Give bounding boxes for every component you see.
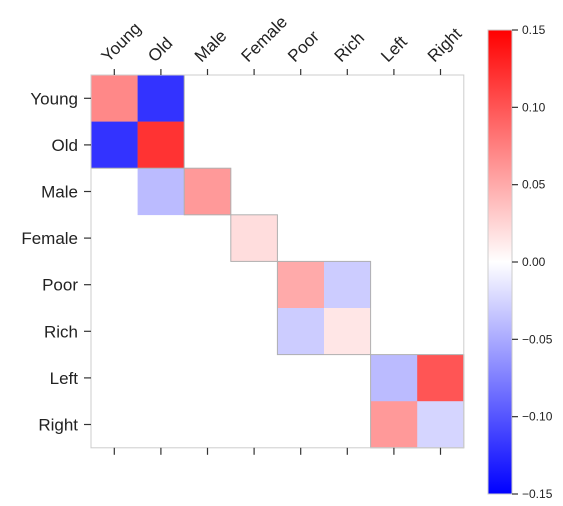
heatmap-cell bbox=[324, 308, 371, 355]
heatmap-cell bbox=[137, 168, 185, 216]
heatmap-cell bbox=[417, 354, 465, 402]
y-tick-label: Right bbox=[38, 416, 78, 435]
colorbar-tick-label: 0.15 bbox=[522, 23, 546, 37]
colorbar-tick-label: −0.10 bbox=[522, 410, 553, 424]
x-tick-label: Old bbox=[144, 34, 176, 66]
heatmap-cell bbox=[370, 401, 418, 449]
x-tick-label: Female bbox=[237, 12, 291, 66]
heatmap-cell bbox=[91, 75, 138, 122]
colorbar-tick-label: 0.05 bbox=[522, 178, 546, 192]
heatmap-cell bbox=[324, 261, 371, 309]
heatmap-cell bbox=[230, 214, 278, 262]
block-outline bbox=[276, 260, 372, 356]
y-tick-label: Poor bbox=[42, 276, 78, 295]
heatmap-cell bbox=[277, 261, 325, 309]
heatmap-cell bbox=[184, 168, 232, 216]
colorbar-tick-label: 0.00 bbox=[522, 255, 546, 269]
colorbar-tick-label: −0.15 bbox=[522, 487, 553, 501]
y-tick-label: Male bbox=[41, 183, 78, 202]
heatmap-frame bbox=[90, 74, 465, 449]
x-tick-label: Young bbox=[98, 19, 145, 66]
heatmap-cell bbox=[137, 121, 185, 169]
colorbar bbox=[487, 29, 513, 495]
colorbar-axis: 0.15 0.10 0.05 0.00 −0.05 −0.10 −0.15 bbox=[512, 23, 553, 501]
block-outline bbox=[183, 167, 232, 216]
heatmap-cell bbox=[370, 354, 418, 402]
heatmap-cells bbox=[91, 75, 465, 449]
y-tick-label: Female bbox=[21, 229, 78, 248]
heatmap-cell bbox=[137, 75, 185, 122]
y-tick-label: Young bbox=[30, 89, 78, 108]
heatmap-cell bbox=[277, 308, 325, 355]
x-tick-label: Rich bbox=[331, 28, 368, 65]
y-axis: Young Old Male Female Poor Rich Left Right bbox=[21, 89, 91, 435]
colorbar-tick-label: −0.05 bbox=[522, 332, 553, 346]
x-tick-label: Poor bbox=[284, 27, 323, 66]
heatmap-cell bbox=[91, 121, 138, 169]
y-tick-label: Rich bbox=[44, 322, 78, 341]
x-tick-label: Left bbox=[377, 32, 411, 66]
y-tick-label: Old bbox=[52, 136, 78, 155]
x-tick-label: Right bbox=[424, 24, 466, 66]
y-tick-label: Left bbox=[50, 369, 79, 388]
block-outline bbox=[230, 214, 278, 262]
heatmap-cell bbox=[417, 401, 465, 449]
x-tick-label: Male bbox=[191, 26, 230, 65]
colorbar-tick-label: 0.10 bbox=[522, 100, 546, 114]
